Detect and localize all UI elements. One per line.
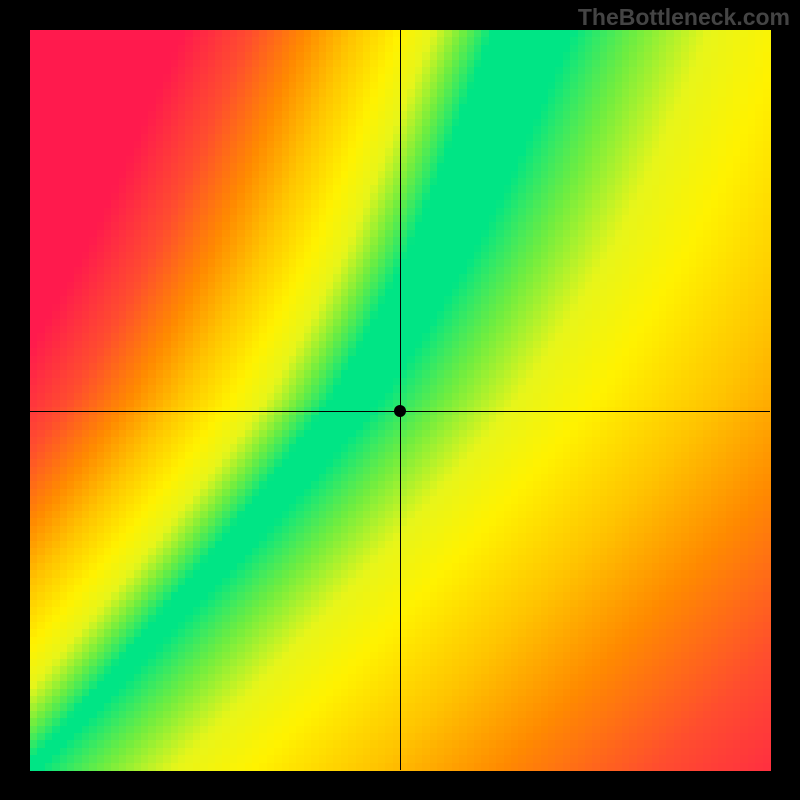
watermark: TheBottleneck.com [578, 4, 790, 31]
selection-marker [394, 405, 406, 417]
bottleneck-heatmap [30, 30, 770, 770]
crosshair-vertical [400, 30, 401, 770]
